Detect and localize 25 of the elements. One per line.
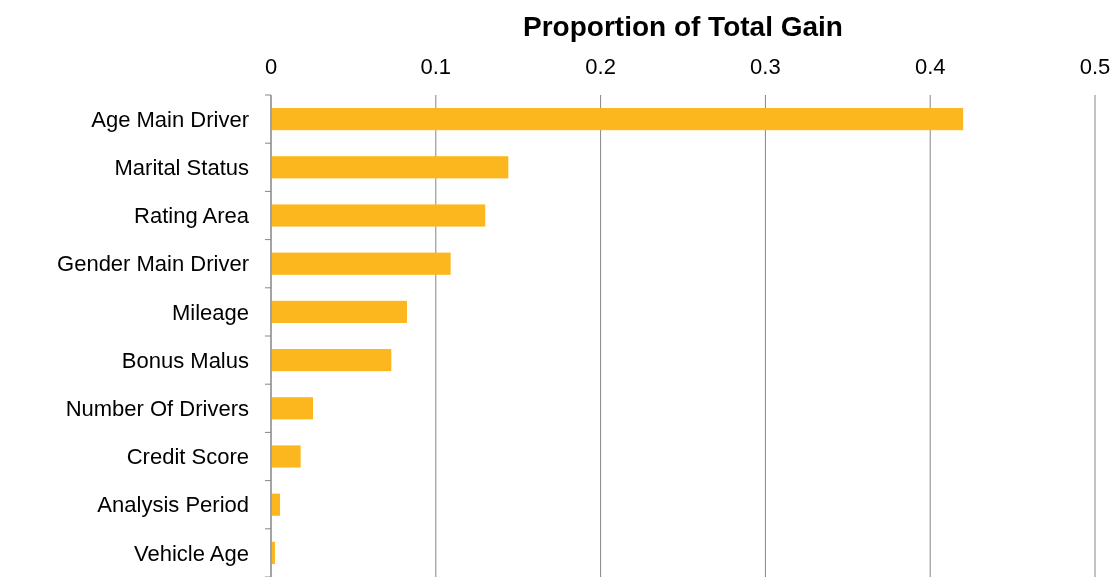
y-tick-label: Number Of Drivers bbox=[65, 396, 249, 421]
y-tick-label: Analysis Period bbox=[97, 492, 249, 518]
bar bbox=[271, 397, 314, 420]
y-tick-label: Marital Status bbox=[114, 155, 249, 180]
y-tick-label: Age Main Driver bbox=[91, 106, 249, 132]
y-tick-label: Credit Score bbox=[126, 444, 249, 470]
y-tick-label: Gender Main Driver bbox=[57, 251, 249, 277]
x-tick-label: 0.3 bbox=[750, 54, 781, 79]
bar bbox=[271, 349, 392, 372]
x-tick-label: 0.5 bbox=[1079, 54, 1111, 79]
x-tick-label: 0.2 bbox=[585, 54, 616, 79]
bar bbox=[271, 252, 451, 275]
bar bbox=[271, 156, 509, 179]
x-tick-label: 0 bbox=[264, 54, 278, 79]
bar bbox=[271, 204, 486, 227]
x-tick-label: 0.1 bbox=[420, 54, 452, 79]
bar bbox=[271, 445, 301, 468]
x-axis-title: Proportion of Total Gain bbox=[523, 11, 843, 42]
y-tick-label: Vehicle Age bbox=[134, 540, 249, 566]
y-tick-label: Mileage bbox=[171, 299, 249, 325]
bar bbox=[271, 300, 407, 323]
y-tick-label: Bonus Malus bbox=[121, 347, 249, 373]
bar bbox=[271, 108, 964, 131]
y-tick-label: Rating Area bbox=[134, 203, 250, 229]
x-tick-label: 0.4 bbox=[914, 54, 946, 79]
